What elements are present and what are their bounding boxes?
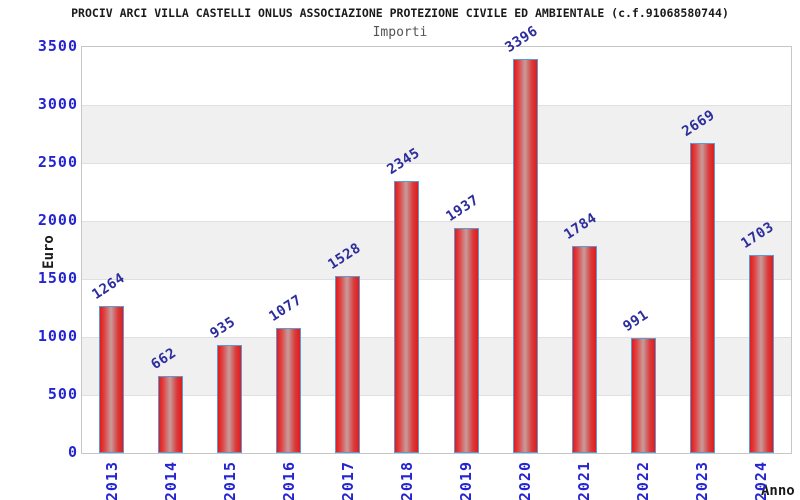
bar [513,59,538,453]
y-tick-label: 1500 [37,269,78,287]
bar [454,228,479,453]
x-tick-label: 2019 [457,461,476,500]
bar [690,143,715,453]
x-tick-label: 2017 [338,461,357,500]
x-tick-label: 2014 [161,461,180,500]
x-tick-label: 2020 [516,461,535,500]
x-axis-title: Anno [761,483,795,499]
bar [572,246,597,453]
gridline [82,279,791,280]
gridline [82,105,791,106]
bar [749,255,774,453]
x-tick-label: 2022 [634,461,653,500]
grid-band [82,105,791,163]
bar [276,328,301,453]
x-tick-label: 2024 [752,461,771,500]
bar [335,275,360,453]
plot-area: 1264 2013 662 2014 935 2015 1077 2016 1528 2017 23… [81,23,792,500]
y-tick-label: 1000 [37,327,78,345]
chart-title: PROCIV ARCI VILLA CASTELLI ONLUS ASSOCIA… [71,6,729,20]
gridline [82,221,791,222]
y-axis-title: Euro [41,235,57,269]
x-tick-label: 2018 [397,461,416,500]
gridline [82,395,791,396]
y-tick-label: 500 [47,385,78,403]
y-tick-label: 3500 [37,37,78,55]
grid-band [82,221,791,279]
bar [631,338,656,453]
gridline [82,163,791,164]
chart-subtitle: Importi [372,25,428,40]
y-tick-label: 2500 [37,153,78,171]
bar [394,180,419,453]
grid-band [82,337,791,395]
y-tick-label: 3000 [37,95,78,113]
bar [217,344,242,453]
bar [99,306,124,453]
gridline [82,337,791,338]
x-tick-label: 2023 [693,461,712,500]
x-tick-label: 2015 [220,461,239,500]
bar [158,376,183,453]
bar-value-label: 1077 [266,292,305,326]
x-tick-label: 2021 [575,461,594,500]
y-tick-label: 2000 [37,211,78,229]
y-tick-label: 0 [67,443,78,461]
x-tick-label: 2016 [279,461,298,500]
bar-value-label: 991 [620,307,652,336]
x-tick-label: 2013 [102,461,121,500]
